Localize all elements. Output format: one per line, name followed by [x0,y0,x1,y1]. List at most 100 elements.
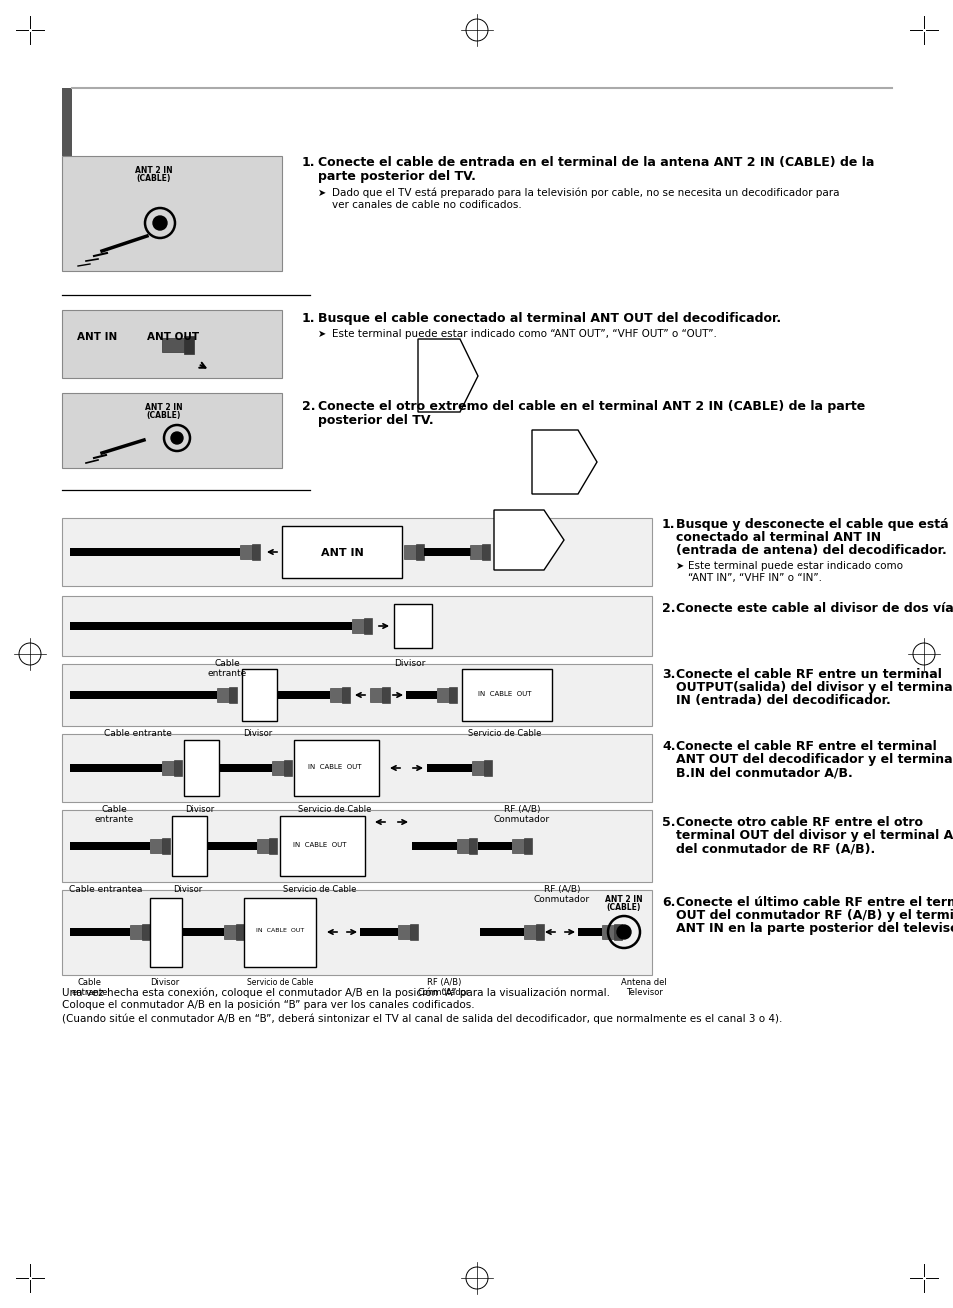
Text: 4.: 4. [661,740,675,753]
Bar [216,688,229,702]
Bar [412,842,456,850]
Bar [284,760,292,776]
Text: conectado al terminal ANT IN: conectado al terminal ANT IN [676,531,881,544]
Bar [70,691,216,698]
Text: (CABLE): (CABLE) [136,174,171,183]
Text: Servicio de Cable: Servicio de Cable [247,978,313,988]
Bar [62,88,71,156]
Bar [341,687,350,702]
Bar [578,927,601,937]
Bar [294,740,378,797]
Bar [173,760,182,776]
Bar [456,838,469,853]
Bar [512,838,523,853]
Text: Conmutador: Conmutador [534,895,590,904]
Bar [162,337,184,352]
Text: IN (entrada) del decodificador.: IN (entrada) del decodificador. [676,695,890,708]
Bar [70,764,162,772]
Text: IN  CABLE  OUT: IN CABLE OUT [293,842,346,848]
Text: ANT IN: ANT IN [320,548,363,559]
Text: Divisor: Divisor [394,659,425,668]
Text: Conecte el otro extremo del cable en el terminal ANT 2 IN (CABLE) de la parte: Conecte el otro extremo del cable en el … [317,400,864,413]
Bar [282,526,401,578]
Bar [184,336,193,354]
Bar [276,691,330,698]
Bar [479,927,523,937]
Text: ➤: ➤ [317,188,326,198]
Bar [172,816,207,876]
Text: Conecte el último cable RF entre el terminal: Conecte el último cable RF entre el term… [676,896,953,909]
Bar [427,764,472,772]
Text: ANT OUT: ANT OUT [147,332,199,341]
Text: ANT 2 IN: ANT 2 IN [135,166,172,175]
Text: ANT 2 IN: ANT 2 IN [145,403,183,412]
Bar [70,548,240,556]
Text: 1.: 1. [661,518,675,531]
Text: Dado que el TV está preparado para la televisión por cable, no se necesita un de: Dado que el TV está preparado para la te… [332,188,839,199]
Bar [150,899,182,967]
Text: Conecte este cable al divisor de dos vías.: Conecte este cable al divisor de dos vía… [676,602,953,615]
Bar [352,619,364,633]
Bar [62,156,282,271]
Bar [359,927,397,937]
Bar [406,691,436,698]
Text: 2.: 2. [661,602,675,615]
Text: Divisor: Divisor [151,978,179,988]
Text: Servicio de Cable: Servicio de Cable [298,804,372,814]
Bar [229,687,236,702]
Text: RF (A/B): RF (A/B) [543,886,579,893]
Text: Conmutador: Conmutador [494,815,550,824]
Text: 3.: 3. [661,668,675,681]
Text: Conecte el cable de entrada en el terminal de la antena ANT 2 IN (CABLE) de la: Conecte el cable de entrada en el termin… [317,156,874,169]
Bar [256,838,269,853]
Text: B.IN del conmutador A/B.: B.IN del conmutador A/B. [676,766,852,780]
Polygon shape [417,339,477,412]
Text: RF (A/B): RF (A/B) [426,978,460,988]
Text: Divisor: Divisor [185,804,214,814]
Bar [62,889,651,974]
Circle shape [171,432,183,443]
Text: Conmutador: Conmutador [417,988,470,997]
Text: (Cuando sitúe el conmutador A/B en “B”, deberá sintonizar el TV al canal de sali: (Cuando sitúe el conmutador A/B en “B”, … [62,1012,781,1023]
Bar [423,548,472,556]
Text: ver canales de cable no codificados.: ver canales de cable no codificados. [332,200,521,211]
Text: Una vez hecha esta conexión, coloque el conmutador A/B en la posición “A” para l: Una vez hecha esta conexión, coloque el … [62,988,609,998]
Bar [62,392,282,468]
Text: 6.: 6. [661,896,675,909]
Text: Conecte el cable RF entre el terminal: Conecte el cable RF entre el terminal [676,740,936,753]
Bar [410,923,417,940]
Text: RF (A/B): RF (A/B) [503,804,539,814]
Polygon shape [494,510,563,570]
Bar [184,740,219,797]
Text: Cable
entrante: Cable entrante [207,659,247,679]
Text: posterior del TV.: posterior del TV. [317,415,434,426]
Bar [449,687,456,702]
Text: (entrada de antena) del decodificador.: (entrada de antena) del decodificador. [676,544,945,557]
Bar [219,764,272,772]
Bar [470,545,481,559]
Text: ANT IN en la parte posterior del televisor.: ANT IN en la parte posterior del televis… [676,922,953,935]
Bar [461,668,552,721]
Text: “ANT IN”, “VHF IN” o “IN”.: “ANT IN”, “VHF IN” o “IN”. [687,573,821,583]
Circle shape [152,216,167,230]
Bar [477,842,512,850]
Text: IN  CABLE  OUT: IN CABLE OUT [308,764,361,770]
Text: Antena del: Antena del [620,978,666,988]
Text: Busque el cable conectado al terminal ANT OUT del decodificador.: Busque el cable conectado al terminal AN… [317,313,781,324]
Bar [70,842,150,850]
Text: ANT IN: ANT IN [77,332,117,341]
Text: Divisor: Divisor [173,886,202,893]
Text: Divisor: Divisor [243,729,273,738]
Text: (CABLE): (CABLE) [606,903,640,912]
Text: Busque y desconecte el cable que está: Busque y desconecte el cable que está [676,518,947,531]
Bar [62,310,282,378]
Bar [472,761,483,776]
Bar [523,925,536,939]
Bar [614,923,621,940]
Text: IN  CABLE  OUT: IN CABLE OUT [477,691,531,697]
Bar [481,544,490,560]
Bar [235,923,244,940]
Bar [269,838,276,854]
Bar [483,760,492,776]
Bar [240,545,252,559]
